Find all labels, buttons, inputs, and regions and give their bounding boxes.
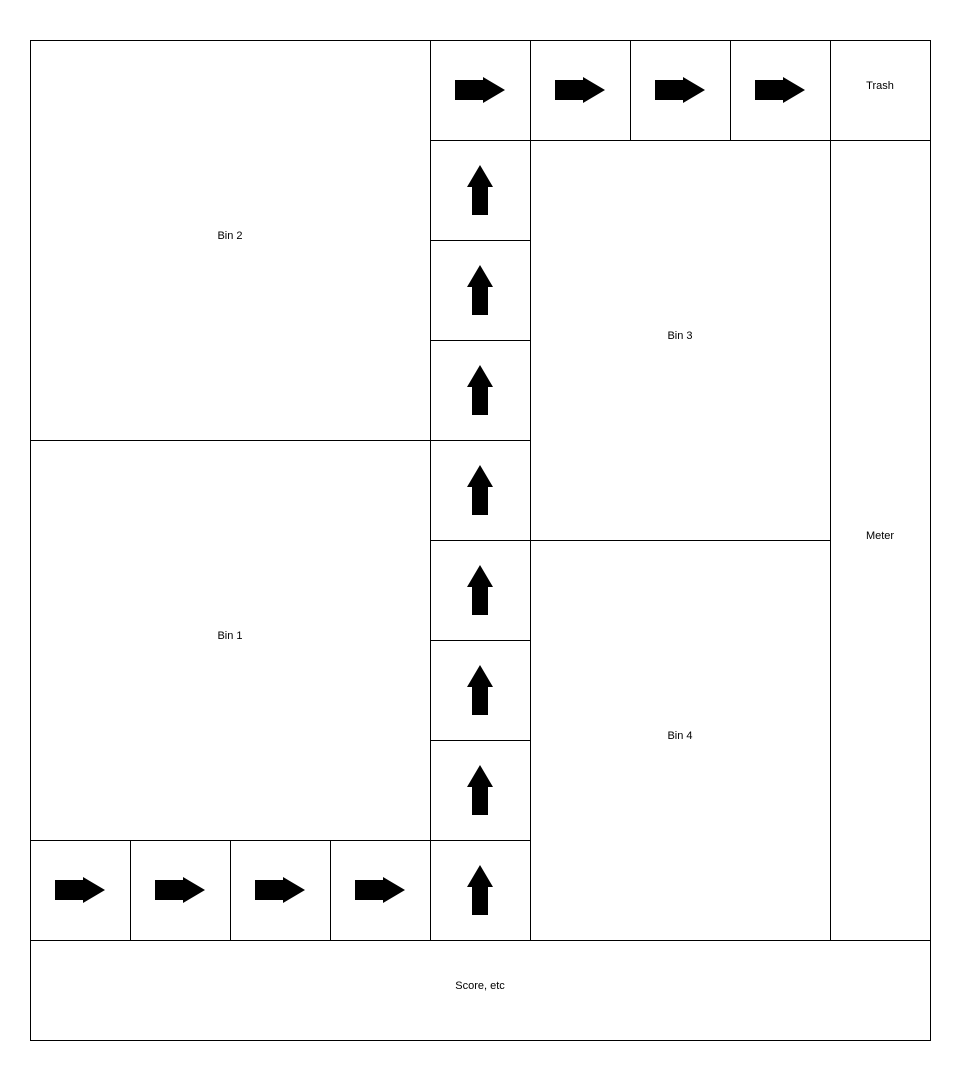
arrow-up-icon [467,565,493,615]
meter-label: Meter [866,530,894,542]
bin-1-label: Bin 1 [217,630,242,642]
conveyor-cell-up [430,740,531,841]
arrow-right-icon [355,877,405,903]
arrow-right-icon [55,877,105,903]
conveyor-cell-up [430,840,531,941]
conveyor-cell-right [730,40,831,141]
conveyor-cell-right [30,840,131,941]
score-zone: Score, etc [30,940,931,1041]
arrow-up-icon [467,865,493,915]
bin-4-label: Bin 4 [667,730,692,742]
bin-1-zone: Bin 1 [30,440,431,841]
conveyor-cell-right [130,840,231,941]
arrow-right-icon [655,77,705,103]
conveyor-cell-right [330,840,431,941]
conveyor-cell-up [430,340,531,441]
conveyor-cell-up [430,540,531,641]
arrow-up-icon [467,165,493,215]
conveyor-cell-right [630,40,731,141]
trash-zone: Trash [830,40,931,141]
bin-3-zone: Bin 3 [530,140,831,541]
trash-label: Trash [866,80,894,92]
conveyor-column [430,140,531,941]
arrow-right-icon [455,77,505,103]
conveyor-top-row [430,40,831,141]
meter-zone: Meter [830,140,931,941]
arrow-up-icon [467,765,493,815]
arrow-right-icon [755,77,805,103]
conveyor-bottom-row [30,840,431,941]
conveyor-cell-right [430,40,531,141]
conveyor-cell-up [430,640,531,741]
arrow-up-icon [467,365,493,415]
arrow-up-icon [467,665,493,715]
arrow-right-icon [255,877,305,903]
conveyor-cell-up [430,140,531,241]
bin-4-zone: Bin 4 [530,540,831,941]
bin-3-label: Bin 3 [667,330,692,342]
conveyor-cell-right [230,840,331,941]
conveyor-cell-up [430,440,531,541]
arrow-up-icon [467,265,493,315]
bin-2-label: Bin 2 [217,230,242,242]
conveyor-cell-up [430,240,531,341]
conveyor-cell-right [530,40,631,141]
bin-2-zone: Bin 2 [30,40,431,441]
score-label: Score, etc [455,980,505,992]
arrow-right-icon [555,77,605,103]
arrow-right-icon [155,877,205,903]
arrow-up-icon [467,465,493,515]
